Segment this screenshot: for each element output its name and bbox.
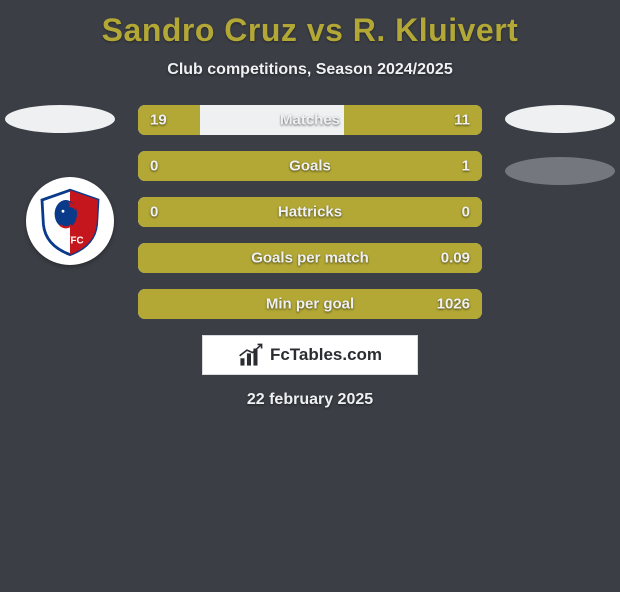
stat-label: Hattricks: [278, 204, 342, 221]
stat-fill-left: [138, 105, 200, 135]
stat-label: Matches: [280, 112, 340, 129]
stat-fill-left: [138, 151, 200, 181]
stat-fill-right: [200, 151, 482, 181]
stat-left-value: 0: [150, 204, 158, 221]
stat-row: 0 0 Hattricks: [138, 197, 482, 227]
stat-label: Goals per match: [251, 250, 369, 267]
stat-left-value: 19: [150, 112, 167, 129]
stat-row: 19 11 Matches: [138, 105, 482, 135]
stat-right-value: 11: [454, 112, 470, 129]
stat-right-value: 1: [462, 158, 470, 175]
svg-text:GVFC: GVFC: [56, 235, 83, 246]
stat-row: 1026 Min per goal: [138, 289, 482, 319]
brand-footer: FcTables.com: [202, 335, 418, 375]
stat-row: 0 1 Goals: [138, 151, 482, 181]
stat-right-value: 0: [462, 204, 470, 221]
stat-right-value: 0.09: [441, 250, 470, 267]
club-badge-left: GVFC: [26, 177, 114, 265]
brand-text: FcTables.com: [270, 345, 382, 365]
stat-row: 0.09 Goals per match: [138, 243, 482, 273]
player-left-ellipse: [5, 105, 115, 133]
player-right-ellipse-1: [505, 105, 615, 133]
stat-left-value: 0: [150, 158, 158, 175]
stat-label: Min per goal: [266, 296, 354, 313]
subtitle: Club competitions, Season 2024/2025: [0, 61, 620, 79]
stat-right-value: 1026: [437, 296, 470, 313]
bars-chart-icon: [238, 342, 264, 368]
player-right-ellipse-2: [505, 157, 615, 185]
date-text: 22 february 2025: [0, 391, 620, 409]
stat-label: Goals: [289, 158, 331, 175]
page-title: Sandro Cruz vs R. Kluivert: [0, 12, 620, 49]
club-crest-icon: GVFC: [35, 186, 105, 256]
comparison-stage: GVFC 19 11 Matches 0 1 Goals 0 0 Hattricks 0.09 Go…: [0, 105, 620, 409]
stat-bars: 19 11 Matches 0 1 Goals 0 0 Hattricks 0.09 Goals p…: [138, 105, 482, 319]
